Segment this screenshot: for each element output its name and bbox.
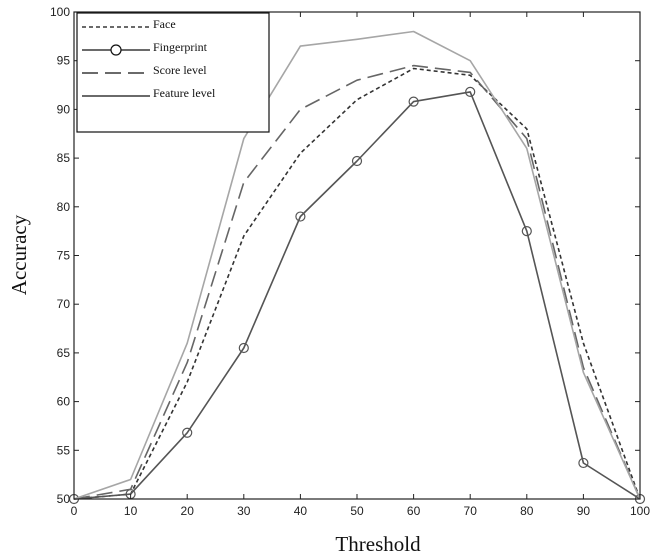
- y-tick-label: 80: [57, 200, 71, 214]
- series-line-fingerprint: [73, 91, 641, 500]
- y-tick-label: 65: [57, 346, 71, 360]
- y-tick-label: 70: [57, 297, 71, 311]
- x-tick-label: 70: [464, 504, 478, 518]
- data-point-fingerprint: [238, 342, 249, 354]
- data-point-fingerprint: [578, 457, 589, 469]
- data-point-fingerprint: [351, 155, 363, 167]
- x-tick-label: 80: [520, 504, 534, 518]
- data-point-fingerprint: [408, 96, 419, 107]
- y-axis-title: Accuracy: [7, 214, 31, 295]
- y-tick-label: 50: [57, 492, 71, 506]
- y-tick-label: 55: [57, 443, 71, 457]
- plot-layer: [68, 30, 646, 505]
- y-tick-label: 75: [57, 249, 71, 263]
- x-axis-title: Threshold: [335, 532, 421, 556]
- x-tick-label: 90: [577, 504, 591, 518]
- y-tick-label: 90: [57, 102, 71, 116]
- x-tick-label: 30: [237, 504, 251, 518]
- data-point-fingerprint: [295, 211, 306, 222]
- x-tick-label: 0: [71, 504, 78, 518]
- y-tick-label: 85: [57, 151, 71, 165]
- x-tick-label: 60: [407, 504, 421, 518]
- legend-label-fingerprint: Fingerprint: [153, 40, 208, 54]
- y-tick-label: 100: [50, 5, 70, 19]
- legend-marker-fingerprint: [110, 44, 122, 56]
- legend-label-feature-level: Feature level: [153, 86, 216, 100]
- series-line-score-level: [73, 64, 641, 500]
- legend-label-face: Face: [153, 17, 176, 31]
- series-line-feature-level: [73, 30, 641, 500]
- x-tick-label: 100: [630, 504, 650, 518]
- data-point-fingerprint: [182, 427, 193, 438]
- data-point-fingerprint: [521, 226, 532, 237]
- x-tick-label: 10: [124, 504, 138, 518]
- legend-label-score-level: Score level: [153, 63, 207, 77]
- y-axis-ticks: 50 55 60 65 70 75 80 85 90 95 100: [50, 5, 640, 506]
- y-tick-label: 95: [57, 54, 71, 68]
- x-tick-label: 40: [294, 504, 308, 518]
- x-tick-label: 50: [350, 504, 364, 518]
- y-tick-label: 60: [57, 395, 71, 409]
- data-point-fingerprint: [465, 86, 476, 97]
- series-line-face: [73, 67, 641, 500]
- legend: Face Fingerprint Score level Feature level: [76, 12, 270, 133]
- x-tick-label: 20: [181, 504, 195, 518]
